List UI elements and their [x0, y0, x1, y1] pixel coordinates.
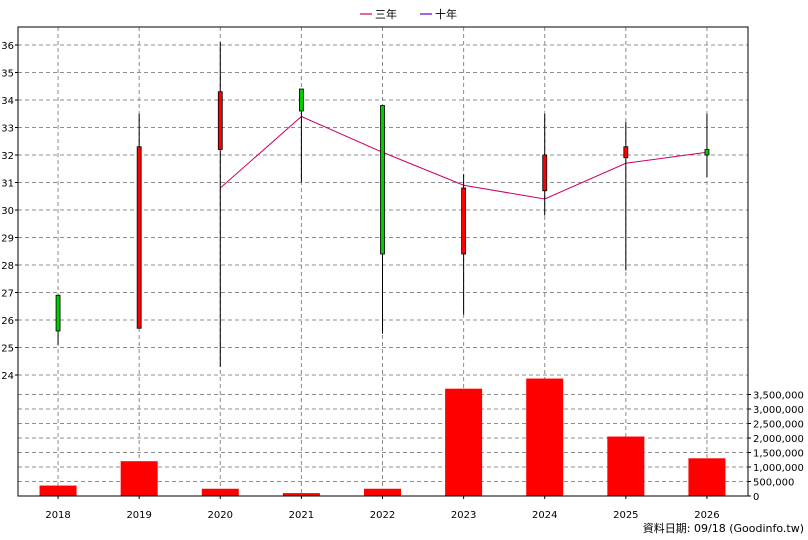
price-tick-label: 36 [1, 41, 14, 52]
chart-legend: 三年 十年 [360, 7, 457, 21]
volume-tick-label: 1,500,000 [753, 449, 804, 460]
candle-body-2022 [380, 105, 385, 255]
price-tick-label: 28 [1, 261, 14, 272]
volume-tick-label: 3,500,000 [753, 391, 804, 402]
volume-bar-2021 [282, 493, 320, 496]
volume-axis: 0 500,000 1,000,000 1,500,000 2,000,000 2,500… [748, 391, 804, 503]
footer-date-source: 資料日期: 09/18 (Goodinfo.tw) [643, 521, 804, 535]
candle-body-2023 [461, 187, 467, 255]
price-tick-label: 34 [1, 96, 14, 107]
candlesticks [55, 42, 710, 367]
legend-label-2: 十年 [435, 7, 457, 21]
x-axis: 2018 2019 2020 2021 2022 2023 2024 2025 2026 [45, 496, 720, 521]
legend-label-1: 三年 [375, 7, 397, 21]
price-tick-label: 30 [1, 206, 14, 217]
x-tick-label-2024: 2024 [532, 510, 557, 521]
volume-bar-2019 [120, 461, 158, 496]
candle-body-2018 [55, 294, 61, 332]
volume-bar-2024 [526, 378, 564, 496]
volume-bar-2020 [201, 488, 239, 496]
x-tick-label-2023: 2023 [451, 510, 476, 521]
volume-tick-label: 0 [753, 492, 759, 503]
price-axis: 24 25 26 27 28 29 30 31 32 33 34 35 36 [1, 41, 18, 382]
price-tick-label: 26 [1, 316, 14, 327]
candle-body-2025 [623, 146, 629, 159]
volume-tick-label: 3,000,000 [753, 405, 804, 416]
candle-body-2026 [704, 149, 710, 156]
candle-body-2020 [217, 91, 223, 150]
volume-tick-label: 1,000,000 [753, 463, 804, 474]
price-tick-label: 29 [1, 234, 14, 245]
price-tick-label: 35 [1, 69, 14, 80]
price-tick-label: 25 [1, 344, 14, 355]
x-tick-label-2022: 2022 [370, 510, 395, 521]
price-tick-label: 31 [1, 179, 14, 190]
price-tick-label: 24 [1, 371, 14, 382]
volume-bars [39, 378, 726, 496]
price-tick-label: 27 [1, 289, 14, 300]
x-tick-label-2019: 2019 [126, 510, 151, 521]
volume-bar-2022 [364, 488, 401, 496]
volume-bar-2026 [688, 458, 726, 496]
volume-tick-label: 2,500,000 [753, 420, 804, 431]
x-tick-label-2020: 2020 [208, 510, 233, 521]
candle-body-2019 [136, 146, 142, 329]
candle-body-2021 [298, 88, 304, 112]
price-tick-label: 33 [1, 124, 14, 135]
volume-bar-2018 [39, 485, 77, 496]
volume-bar-2023 [445, 388, 483, 496]
x-tick-label-2021: 2021 [289, 510, 314, 521]
volume-tick-label: 500,000 [753, 478, 794, 489]
candle-body-2024 [542, 154, 548, 192]
volume-tick-label: 2,000,000 [753, 434, 804, 445]
x-tick-label-2026: 2026 [694, 510, 719, 521]
price-tick-label: 32 [1, 151, 14, 162]
x-tick-label-2025: 2025 [613, 510, 638, 521]
volume-bar-2025 [607, 436, 645, 496]
x-tick-label-2018: 2018 [45, 510, 70, 521]
